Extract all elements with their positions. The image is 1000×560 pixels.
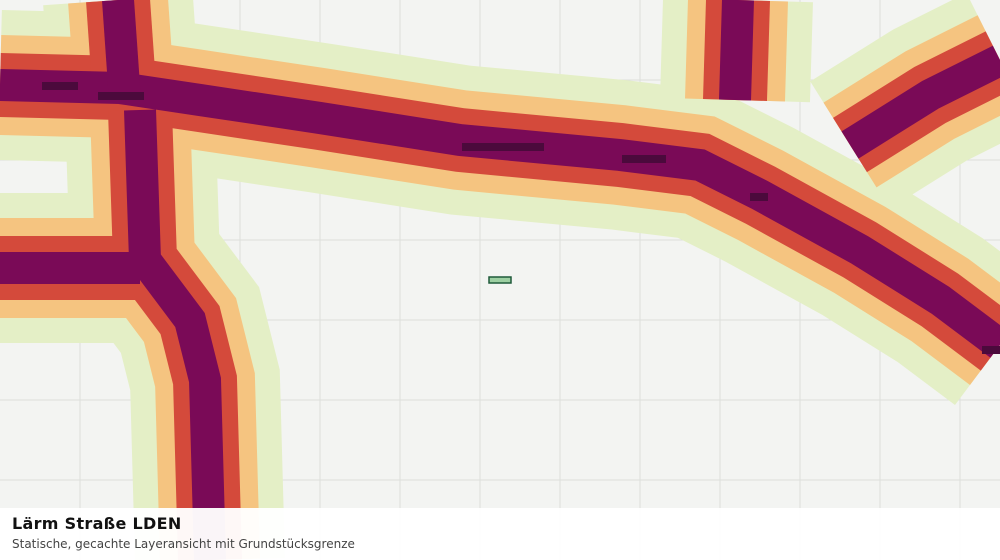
- noise-band-extreme: [42, 82, 1000, 354]
- title: Lärm Straße LDEN: [12, 514, 182, 533]
- caption-panel: Lärm Straße LDEN Statische, gecachte Lay…: [0, 508, 1000, 560]
- parcel-boundary: [488, 276, 512, 284]
- subtitle: Statische, gecachte Layeransicht mit Gru…: [12, 537, 355, 551]
